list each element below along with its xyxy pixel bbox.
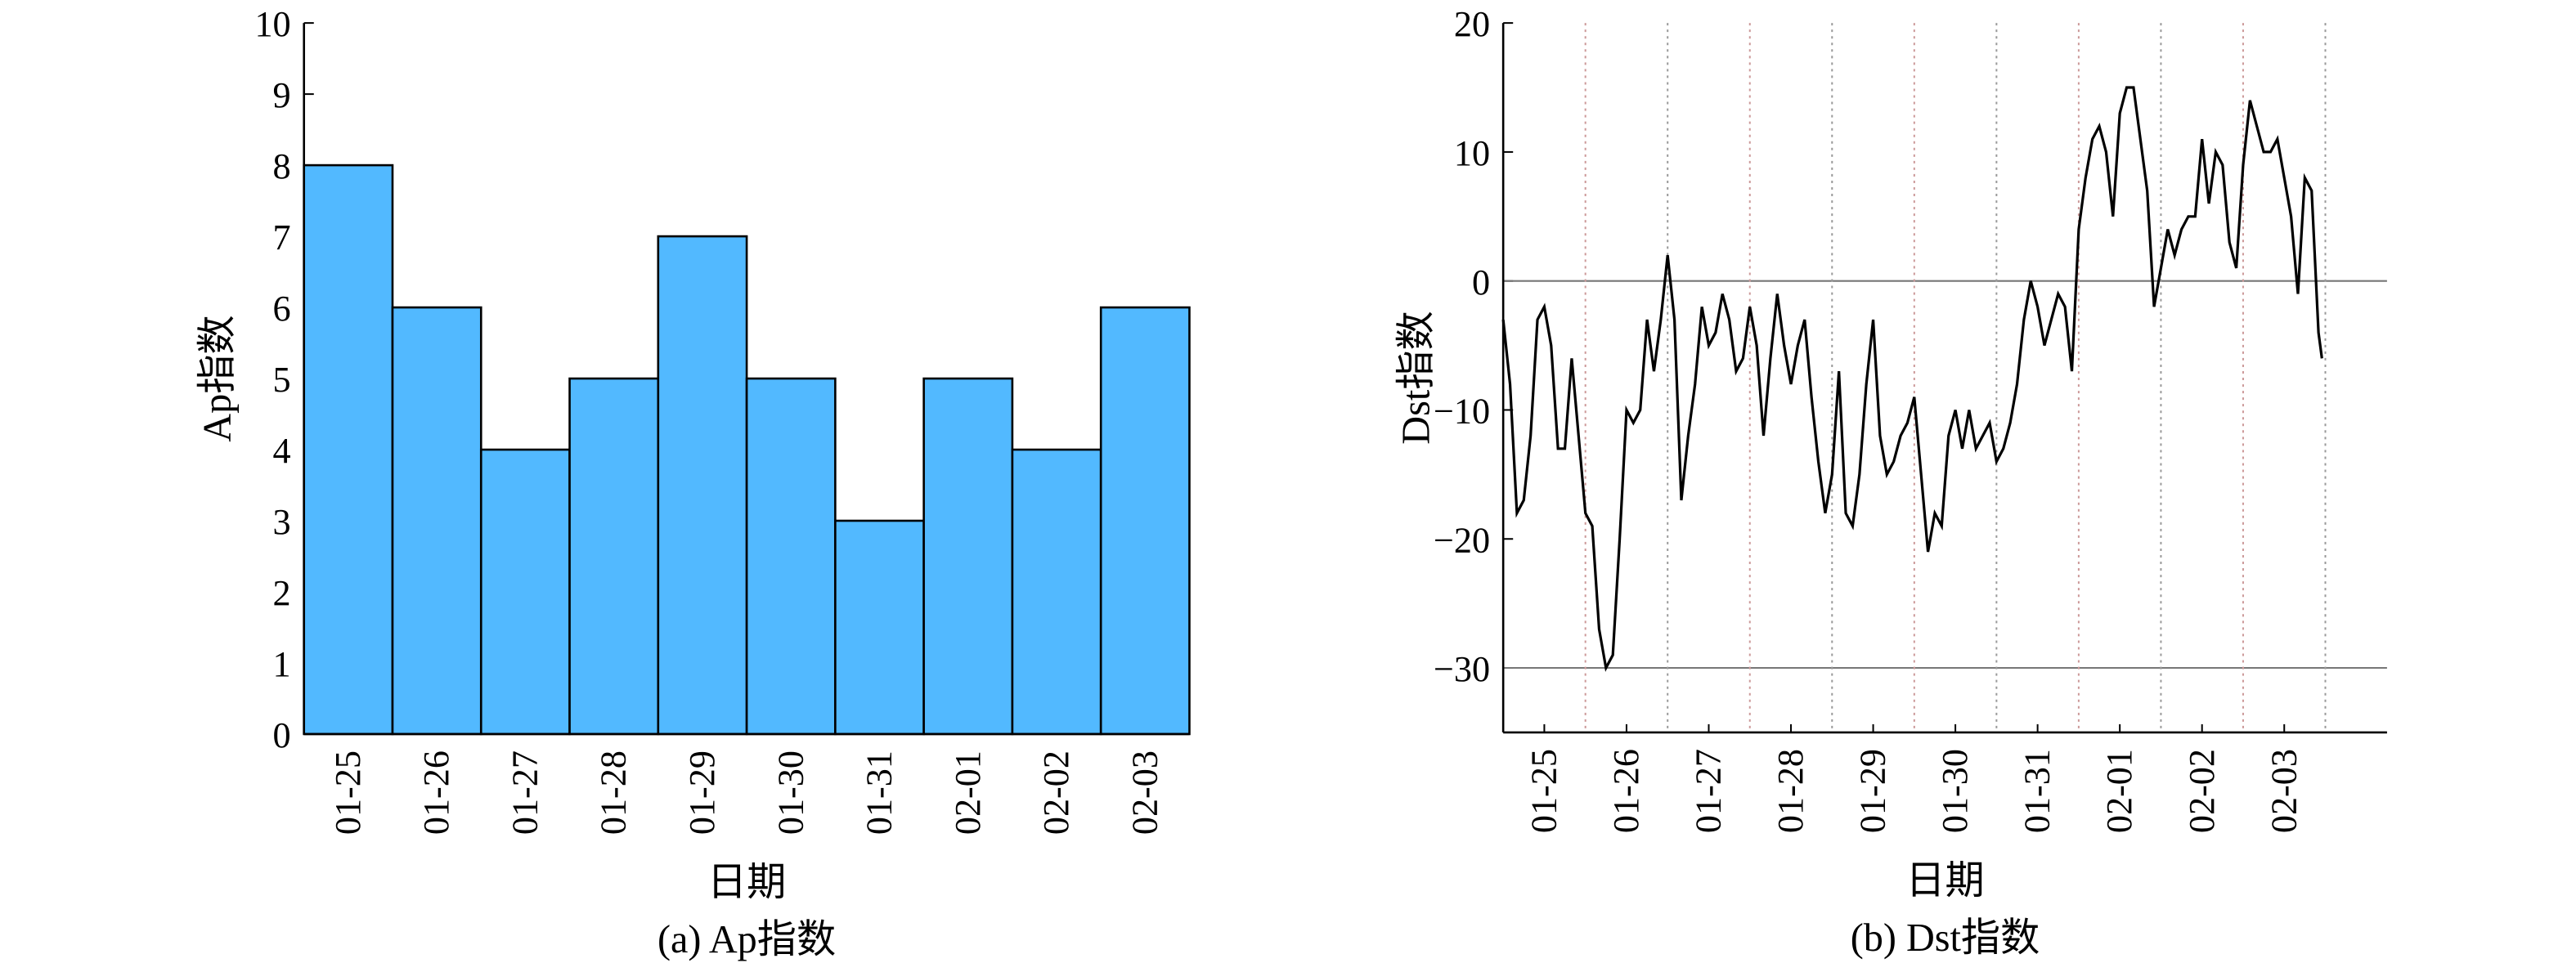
y-tick-label: 0 — [273, 715, 291, 755]
caption: (b) Dst指数 — [1851, 916, 2040, 960]
y-axis-label: Ap指数 — [195, 315, 239, 441]
y-tick-label: 4 — [273, 431, 291, 471]
bar — [568, 377, 660, 736]
y-tick-label: 1 — [273, 644, 291, 684]
x-tick-label: 02-02 — [1036, 750, 1076, 835]
caption: (a) Ap指数 — [657, 918, 836, 961]
x-tick-label: 01-30 — [1935, 749, 1975, 833]
bar — [303, 163, 394, 736]
x-tick-label: 01-27 — [505, 750, 545, 835]
x-axis-label: 日期 — [707, 861, 786, 904]
x-tick-label: 01-27 — [1689, 749, 1729, 833]
x-tick-label: 02-03 — [2264, 749, 2304, 833]
y-tick-label: 0 — [1472, 262, 1490, 302]
x-tick-label: 02-03 — [1124, 750, 1165, 835]
bar — [922, 377, 1014, 736]
y-tick-label: 2 — [273, 573, 291, 613]
bar — [479, 448, 571, 736]
x-tick-label: 01-29 — [1853, 749, 1893, 833]
x-tick-label: 01-25 — [1524, 749, 1564, 833]
bar — [1099, 306, 1191, 736]
y-tick-label: 9 — [273, 75, 291, 115]
x-tick-label: 01-31 — [2017, 749, 2058, 833]
y-tick-label: 10 — [254, 4, 290, 44]
x-tick-label: 01-30 — [770, 750, 810, 835]
x-tick-label: 01-25 — [328, 750, 368, 835]
bar — [391, 306, 482, 736]
x-axis-label: 日期 — [1905, 859, 1984, 903]
bar — [657, 235, 748, 736]
y-tick-label: 20 — [1454, 4, 1490, 44]
bar — [834, 519, 925, 736]
y-tick-label: −20 — [1434, 520, 1490, 560]
y-tick-label: 10 — [1454, 133, 1490, 173]
y-tick-label: −10 — [1434, 392, 1490, 432]
y-tick-label: 8 — [273, 146, 291, 186]
y-tick-label: 7 — [273, 217, 291, 258]
y-tick-label: 3 — [273, 502, 291, 542]
x-tick-label: 02-02 — [2182, 749, 2222, 833]
x-tick-label: 02-01 — [948, 750, 988, 835]
data-line — [1501, 86, 2323, 672]
x-tick-label: 02-01 — [2099, 749, 2139, 833]
y-axis-label: Dst指数 — [1395, 311, 1438, 444]
y-tick-label: 5 — [273, 360, 291, 400]
y-tick-label: 6 — [273, 289, 291, 329]
y-tick-label: −30 — [1434, 649, 1490, 689]
x-tick-label: 01-28 — [1770, 749, 1811, 833]
bar — [1011, 448, 1102, 736]
bar — [745, 377, 837, 736]
x-tick-label: 01-26 — [416, 750, 456, 835]
x-tick-label: 01-28 — [594, 750, 634, 835]
x-tick-label: 01-29 — [682, 750, 722, 835]
x-tick-label: 01-26 — [1606, 749, 1646, 833]
x-tick-label: 01-31 — [859, 750, 900, 835]
